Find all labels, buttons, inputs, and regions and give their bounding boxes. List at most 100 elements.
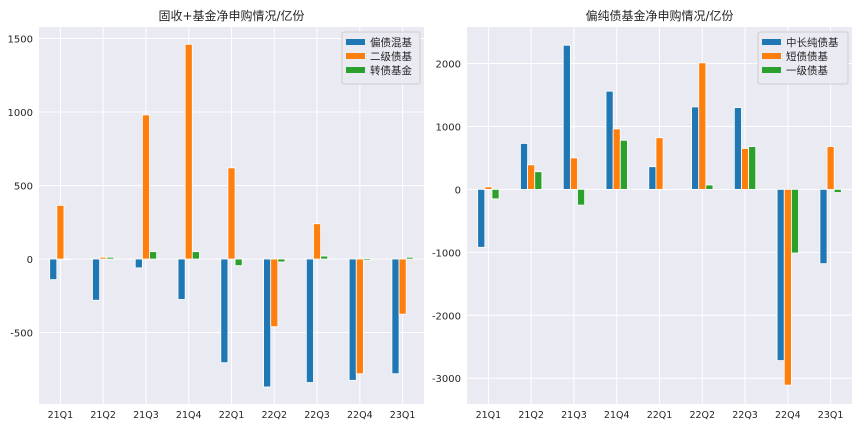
bar-二级债基-21Q1 <box>56 204 65 260</box>
bar-一级债基-22Q4 <box>790 188 799 254</box>
bar-一级债基-21Q1 <box>491 188 500 200</box>
x-tick-label: 22Q4 <box>347 410 373 421</box>
y-tick-label: 0 <box>455 185 461 196</box>
y-tick-label: 500 <box>14 182 33 193</box>
bar-偏债混基-22Q1 <box>220 258 229 364</box>
bar-短债债基-22Q4 <box>783 188 792 386</box>
bar-偏债混基-22Q4 <box>348 258 357 381</box>
bar-偏债混基-23Q1 <box>391 258 400 375</box>
chart-1: 固收+基金净申购情况/亿份 -500 0 500 1000 1500 21Q1 21Q2 21Q… <box>8 8 424 421</box>
x-tick-label: 22Q3 <box>304 410 330 421</box>
bar-短债债基-21Q1 <box>484 186 493 190</box>
bar-转债基金-23Q1 <box>405 256 414 260</box>
bar-短债债基-23Q1 <box>826 146 835 190</box>
chart-2: 偏纯债基金净申购情况/亿份 -3000 -2000 -1000 0 1000 2000 21Q… <box>432 8 852 421</box>
legend-label: 中长纯债基 <box>786 36 839 49</box>
legend-label: 一级债基 <box>786 64 828 77</box>
bar-二级债基-22Q4 <box>355 258 364 375</box>
y-tick-label: 1000 <box>436 122 461 133</box>
x-tick-label: 22Q4 <box>775 410 801 421</box>
bar-一级债基-21Q3 <box>577 188 586 206</box>
x-tick-label: 21Q2 <box>518 410 544 421</box>
bar-偏债混基-21Q3 <box>134 258 143 269</box>
x-tick-label: 21Q1 <box>48 410 74 421</box>
legend-label: 二级债基 <box>370 50 412 63</box>
legend-swatch <box>762 53 781 59</box>
bar-一级债基-22Q1 <box>662 188 671 191</box>
legend-swatch <box>346 67 365 73</box>
chart-title: 偏纯债基金净申购情况/亿份 <box>585 8 733 23</box>
bar-一级债基-21Q2 <box>534 171 543 190</box>
bar-转债基金-22Q2 <box>277 258 286 263</box>
y-tick-label: -1000 <box>432 248 461 259</box>
y-tick-label: -2000 <box>432 311 461 322</box>
bar-中长纯债基-23Q1 <box>819 188 828 265</box>
bar-偏债混基-21Q4 <box>177 258 186 300</box>
x-tick-label: 22Q1 <box>647 410 673 421</box>
x-tick-label: 23Q1 <box>390 410 416 421</box>
bar-转债基金-21Q3 <box>149 251 158 260</box>
x-tick-label: 22Q3 <box>732 410 758 421</box>
legend-label: 转债基金 <box>370 64 412 77</box>
chart-title: 固收+基金净申购情况/亿份 <box>158 8 304 23</box>
bar-二级债基-21Q2 <box>99 256 108 260</box>
y-tick-label: -3000 <box>432 374 461 385</box>
x-tick-label: 21Q1 <box>476 410 502 421</box>
bar-短债债基-22Q1 <box>655 137 664 190</box>
y-tick-label: -500 <box>10 329 33 340</box>
bar-转债基金-21Q2 <box>106 256 115 260</box>
x-tick-label: 21Q3 <box>133 410 159 421</box>
bar-转债基金-22Q1 <box>234 258 243 267</box>
x-tick-label: 21Q2 <box>90 410 116 421</box>
bar-偏债混基-22Q3 <box>305 258 314 383</box>
bar-二级债基-22Q3 <box>313 223 322 260</box>
x-tick-label: 21Q3 <box>561 410 587 421</box>
legend-label: 偏债混基 <box>370 36 412 49</box>
y-tick-label: 1500 <box>8 34 33 45</box>
bar-短债债基-22Q2 <box>698 62 707 190</box>
bar-中长纯债基-21Q1 <box>477 188 486 248</box>
bar-中长纯债基-22Q1 <box>648 166 657 190</box>
bar-一级债基-23Q1 <box>833 188 842 193</box>
y-tick-label: 0 <box>27 255 33 266</box>
bar-中长纯债基-21Q2 <box>520 143 529 190</box>
bar-短债债基-21Q4 <box>612 128 621 190</box>
bar-短债债基-21Q3 <box>569 157 578 190</box>
bar-转债基金-21Q4 <box>191 251 200 260</box>
legend-swatch <box>346 53 365 59</box>
bar-偏债混基-21Q1 <box>49 258 58 281</box>
bar-中长纯债基-21Q3 <box>562 44 571 190</box>
bar-一级债基-22Q3 <box>748 146 757 190</box>
bar-二级债基-22Q2 <box>270 258 279 328</box>
x-tick-label: 23Q1 <box>818 410 844 421</box>
bar-转债基金-22Q4 <box>362 258 371 261</box>
bar-二级债基-23Q1 <box>398 258 407 315</box>
x-tick-label: 21Q4 <box>604 410 630 421</box>
bar-一级债基-21Q4 <box>619 139 628 190</box>
bar-偏债混基-22Q2 <box>263 258 272 388</box>
x-tick-label: 22Q2 <box>689 410 715 421</box>
x-tick-label: 22Q2 <box>261 410 287 421</box>
bar-转债基金-21Q1 <box>63 258 72 261</box>
bar-短债债基-22Q3 <box>741 148 750 190</box>
y-tick-label: 2000 <box>436 60 461 71</box>
legend-swatch <box>762 39 781 45</box>
x-tick-label: 21Q4 <box>176 410 202 421</box>
bar-中长纯债基-22Q2 <box>691 106 700 190</box>
legend-swatch <box>346 39 365 45</box>
bar-一级债基-22Q2 <box>705 184 714 190</box>
bar-偏债混基-21Q2 <box>92 258 101 301</box>
x-tick-label: 22Q1 <box>219 410 245 421</box>
bar-二级债基-21Q3 <box>141 114 150 260</box>
bar-二级债基-21Q4 <box>184 43 193 260</box>
legend-swatch <box>762 67 781 73</box>
bar-转债基金-22Q3 <box>320 255 329 260</box>
bar-中长纯债基-22Q4 <box>776 188 785 361</box>
bar-短债债基-21Q2 <box>527 164 536 190</box>
legend-label: 短债债基 <box>786 50 828 63</box>
y-tick-label: 1000 <box>8 108 33 119</box>
bar-二级债基-22Q1 <box>227 167 236 260</box>
